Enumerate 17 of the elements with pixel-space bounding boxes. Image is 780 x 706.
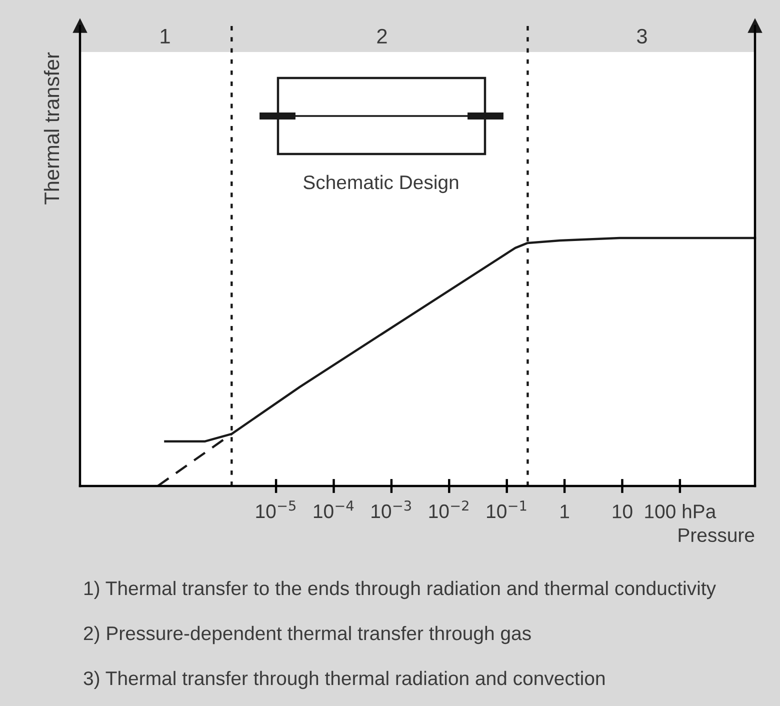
x-tick-label: 10$^{−2}$ (429, 500, 468, 518)
text: 3 (637, 28, 647, 44)
text: 3) Thermal transfer through thermal radiation and convection (84, 670, 605, 690)
text: 2 (377, 28, 387, 44)
x-tick-label: 100 hPa (645, 504, 716, 518)
x-axis-title: Pressure (678, 528, 754, 542)
y-axis-title: Thermal transfer (44, 52, 60, 204)
x-tick-label: 10$^{−5}$ (256, 500, 296, 518)
x-tick-label: 10$^{−4}$ (314, 500, 354, 518)
text: 1 (160, 29, 170, 44)
x-tick-label: 10 (612, 504, 632, 518)
text: 2) Pressure-dependent thermal transfer through gas (84, 626, 531, 644)
x-tick-label: 10$^{−1}$ (487, 500, 526, 518)
x-tick-label: 1 (560, 504, 569, 518)
text: Schematic Design (304, 174, 458, 194)
text: 1) Thermal transfer to the ends through radiation and thermal conductivity (84, 580, 716, 600)
x-tick-label: 10$^{−3}$ (372, 500, 411, 518)
